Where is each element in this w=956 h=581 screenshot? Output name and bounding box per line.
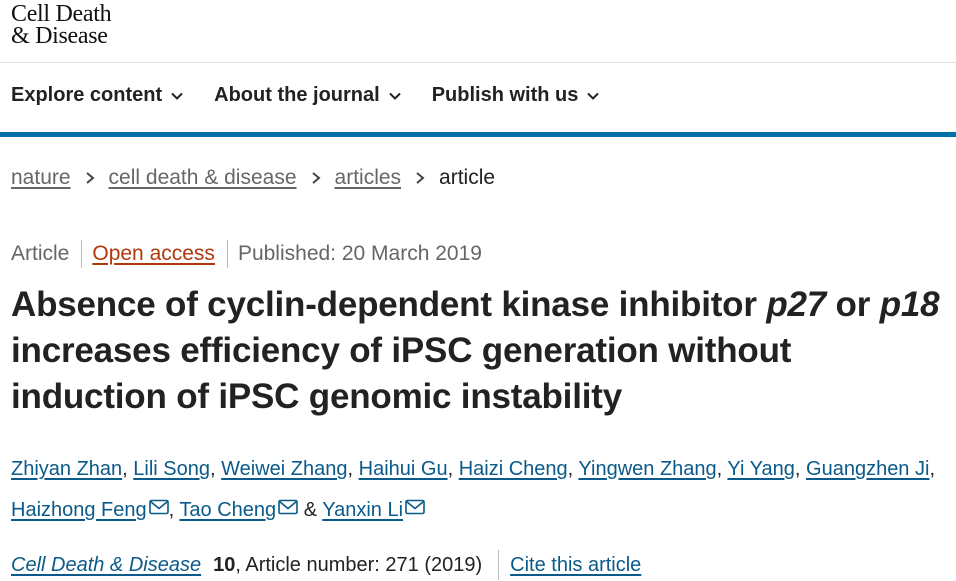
author-link[interactable]: Lili Song [133,458,211,480]
chevron-right-icon [416,172,425,184]
meta-divider [226,240,228,268]
main-nav: Explore content About the journal Publis… [11,84,630,107]
nav-publish-with-us[interactable]: Publish with us [432,84,601,107]
header-divider [0,62,956,63]
author-link[interactable]: Zhiyan Zhan [11,458,123,480]
journal-logo[interactable]: Cell Death & Disease [11,1,112,49]
mail-icon[interactable] [148,499,169,515]
author-and: & [298,499,323,521]
author-link[interactable]: Weiwei Zhang [221,458,348,480]
citation-line: Cell Death & Disease 10 , Article number… [11,550,641,580]
breadcrumb-current: article [439,166,496,189]
author-separator: , [168,499,180,521]
mail-icon[interactable] [278,499,298,515]
mail-icon[interactable] [405,499,425,515]
author-link[interactable]: Yanxin Li [322,499,404,521]
cite-this-article-link[interactable]: Cite this article [510,553,642,576]
article-type: Article [11,242,70,265]
author-separator: , [794,458,807,480]
nav-explore-content[interactable]: Explore content [11,84,184,107]
breadcrumb-articles[interactable]: articles [334,166,402,189]
article-title: Absence of cyclin-dependent kinase inhib… [11,282,946,420]
author-link[interactable]: Guangzhen Ji [806,458,930,480]
meta-divider [81,240,83,268]
chevron-right-icon [85,172,95,184]
author-link[interactable]: Haizhong Feng [11,499,147,521]
nav-label: Publish with us [431,84,579,106]
breadcrumb-cell-death-disease[interactable]: cell death & disease [108,166,297,189]
journal-link[interactable]: Cell Death & Disease [11,553,202,576]
author-list: Zhiyan Zhan, Lili Song, Weiwei Zhang, Ha… [11,449,951,531]
author-separator: , [122,458,134,480]
citation-divider [498,550,500,580]
title-gene-p18: p18 [879,285,940,324]
author-link[interactable]: Tao Cheng [179,499,277,521]
author-separator: , [929,458,935,480]
logo-line-1: Cell Death [11,1,112,27]
open-access-link[interactable]: Open access [92,242,215,265]
title-text: or [826,285,880,324]
title-gene-p27: p27 [766,285,827,324]
author-separator: , [347,458,359,480]
author-link[interactable]: Haizi Cheng [458,458,568,480]
author-separator: , [567,458,579,480]
title-text: Absence of cyclin-dependent kinase inhib… [11,285,767,324]
author-link[interactable]: Yi Yang [727,458,795,480]
author-separator: , [447,458,459,480]
article-number: , Article number: 271 (2019) [235,553,483,576]
chevron-right-icon [311,172,321,184]
author-separator: , [716,458,728,480]
author-link[interactable]: Haihui Gu [358,458,448,480]
volume-number: 10 [213,553,236,576]
published-date: Published: 20 March 2019 [237,242,482,265]
chevron-down-icon [171,92,183,100]
author-separator: , [210,458,222,480]
title-text: increases efficiency of iPSC generation … [11,331,792,416]
author-link[interactable]: Yingwen Zhang [578,458,717,480]
article-meta: Article Open access Published: 20 March … [11,240,482,268]
breadcrumb-nature[interactable]: nature [11,166,71,189]
breadcrumb: nature cell death & disease articles art… [11,166,495,190]
chevron-down-icon [587,92,600,100]
nav-label: About the journal [214,84,380,106]
logo-line-2: & Disease [11,23,108,49]
nav-about-the-journal[interactable]: About the journal [214,84,402,107]
nav-label: Explore content [11,84,163,106]
accent-bar [0,132,956,137]
chevron-down-icon [388,92,401,100]
